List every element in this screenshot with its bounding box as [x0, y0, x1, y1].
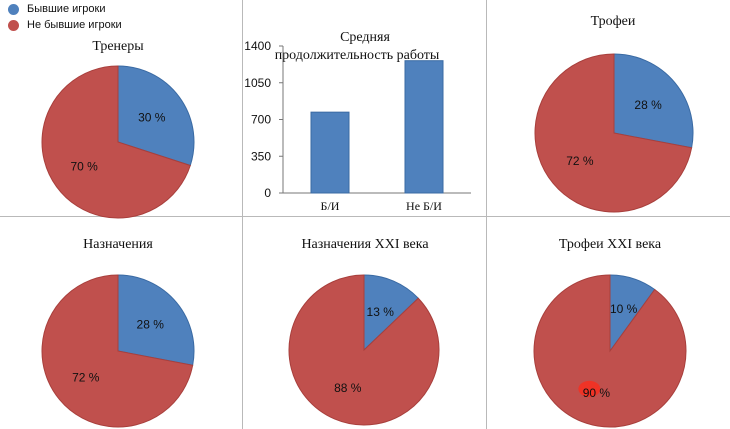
- legend-item-not-former: Не бывшие игроки: [8, 17, 122, 33]
- chart-title-appointments: Назначения: [83, 237, 153, 252]
- pie-label-not-former-players: 90 %: [583, 386, 611, 400]
- divider-horizontal: [0, 216, 730, 217]
- pie-label-not-former-players: 72 %: [566, 154, 594, 168]
- pie-slice-not-former-players: [533, 274, 687, 428]
- pie-label-former-players: 28 %: [634, 98, 662, 112]
- legend-item-former: Бывшие игроки: [8, 1, 122, 17]
- legend-label-not-former: Не бывшие игроки: [27, 19, 122, 31]
- bar-chart-avg-tenure: Средняя продолжительность работы 1400 105…: [244, 30, 471, 213]
- bar-category-label: Не Б/И: [406, 199, 442, 213]
- pie-label-former-players: 13 %: [367, 305, 395, 319]
- label-highlight-mark: [578, 380, 601, 397]
- bar-chart-title-line-2: продолжительность работы: [275, 48, 440, 63]
- pie-slice-former-players: [117, 65, 195, 167]
- chart-title-trophies-21: Трофеи XXI века: [558, 237, 662, 252]
- legend-marker-not-former: [8, 19, 19, 31]
- bar-chart-title-line-1: Средняя: [340, 30, 390, 45]
- legend: Бывшие игроки Не бывшие игроки: [8, 1, 122, 33]
- chart-title-trophies: Трофеи: [590, 14, 636, 29]
- pie-slice-former-players: [613, 53, 694, 149]
- pie-label-former-players: 28 %: [137, 317, 165, 331]
- legend-marker-former: [8, 3, 19, 15]
- bar-y-tick-label: 700: [251, 113, 271, 127]
- chart-title-coaches: Тренеры: [92, 39, 144, 54]
- pie-label-not-former-players: 70 %: [71, 160, 99, 174]
- bar-layer: 1400 1050 700 350 0 Б/И Не Б/И: [244, 39, 471, 213]
- pie-label-not-former-players: 88 %: [334, 381, 362, 395]
- bar-category-label: Б/И: [321, 199, 340, 213]
- pie-slice-former-players: [117, 274, 195, 366]
- bar-y-tick-label: 1400: [244, 39, 271, 53]
- bar-y-tick-label: 350: [251, 149, 271, 163]
- bar-former-players: [310, 111, 350, 194]
- divider-vertical-right: [486, 0, 487, 429]
- bar-y-tick-label: 1050: [244, 76, 271, 90]
- pie-slice-not-former-players: [288, 274, 440, 426]
- bar-not-former-players: [404, 60, 444, 194]
- pie-slice-not-former-players: [534, 53, 693, 213]
- pie-slice-not-former-players: [41, 274, 194, 428]
- pie-label-not-former-players: 72 %: [72, 371, 100, 385]
- pie-slice-not-former-players: [41, 65, 191, 219]
- legend-label-former: Бывшие игроки: [27, 3, 106, 15]
- divider-vertical-left: [242, 0, 243, 429]
- chart-title-appointments-21: Назначения XXI века: [301, 237, 429, 252]
- pie-slice-former-players: [363, 274, 419, 352]
- bar-y-tick-label: 0: [264, 186, 271, 200]
- pie-label-former-players: 10 %: [610, 302, 638, 316]
- pie-label-former-players: 30 %: [138, 110, 166, 124]
